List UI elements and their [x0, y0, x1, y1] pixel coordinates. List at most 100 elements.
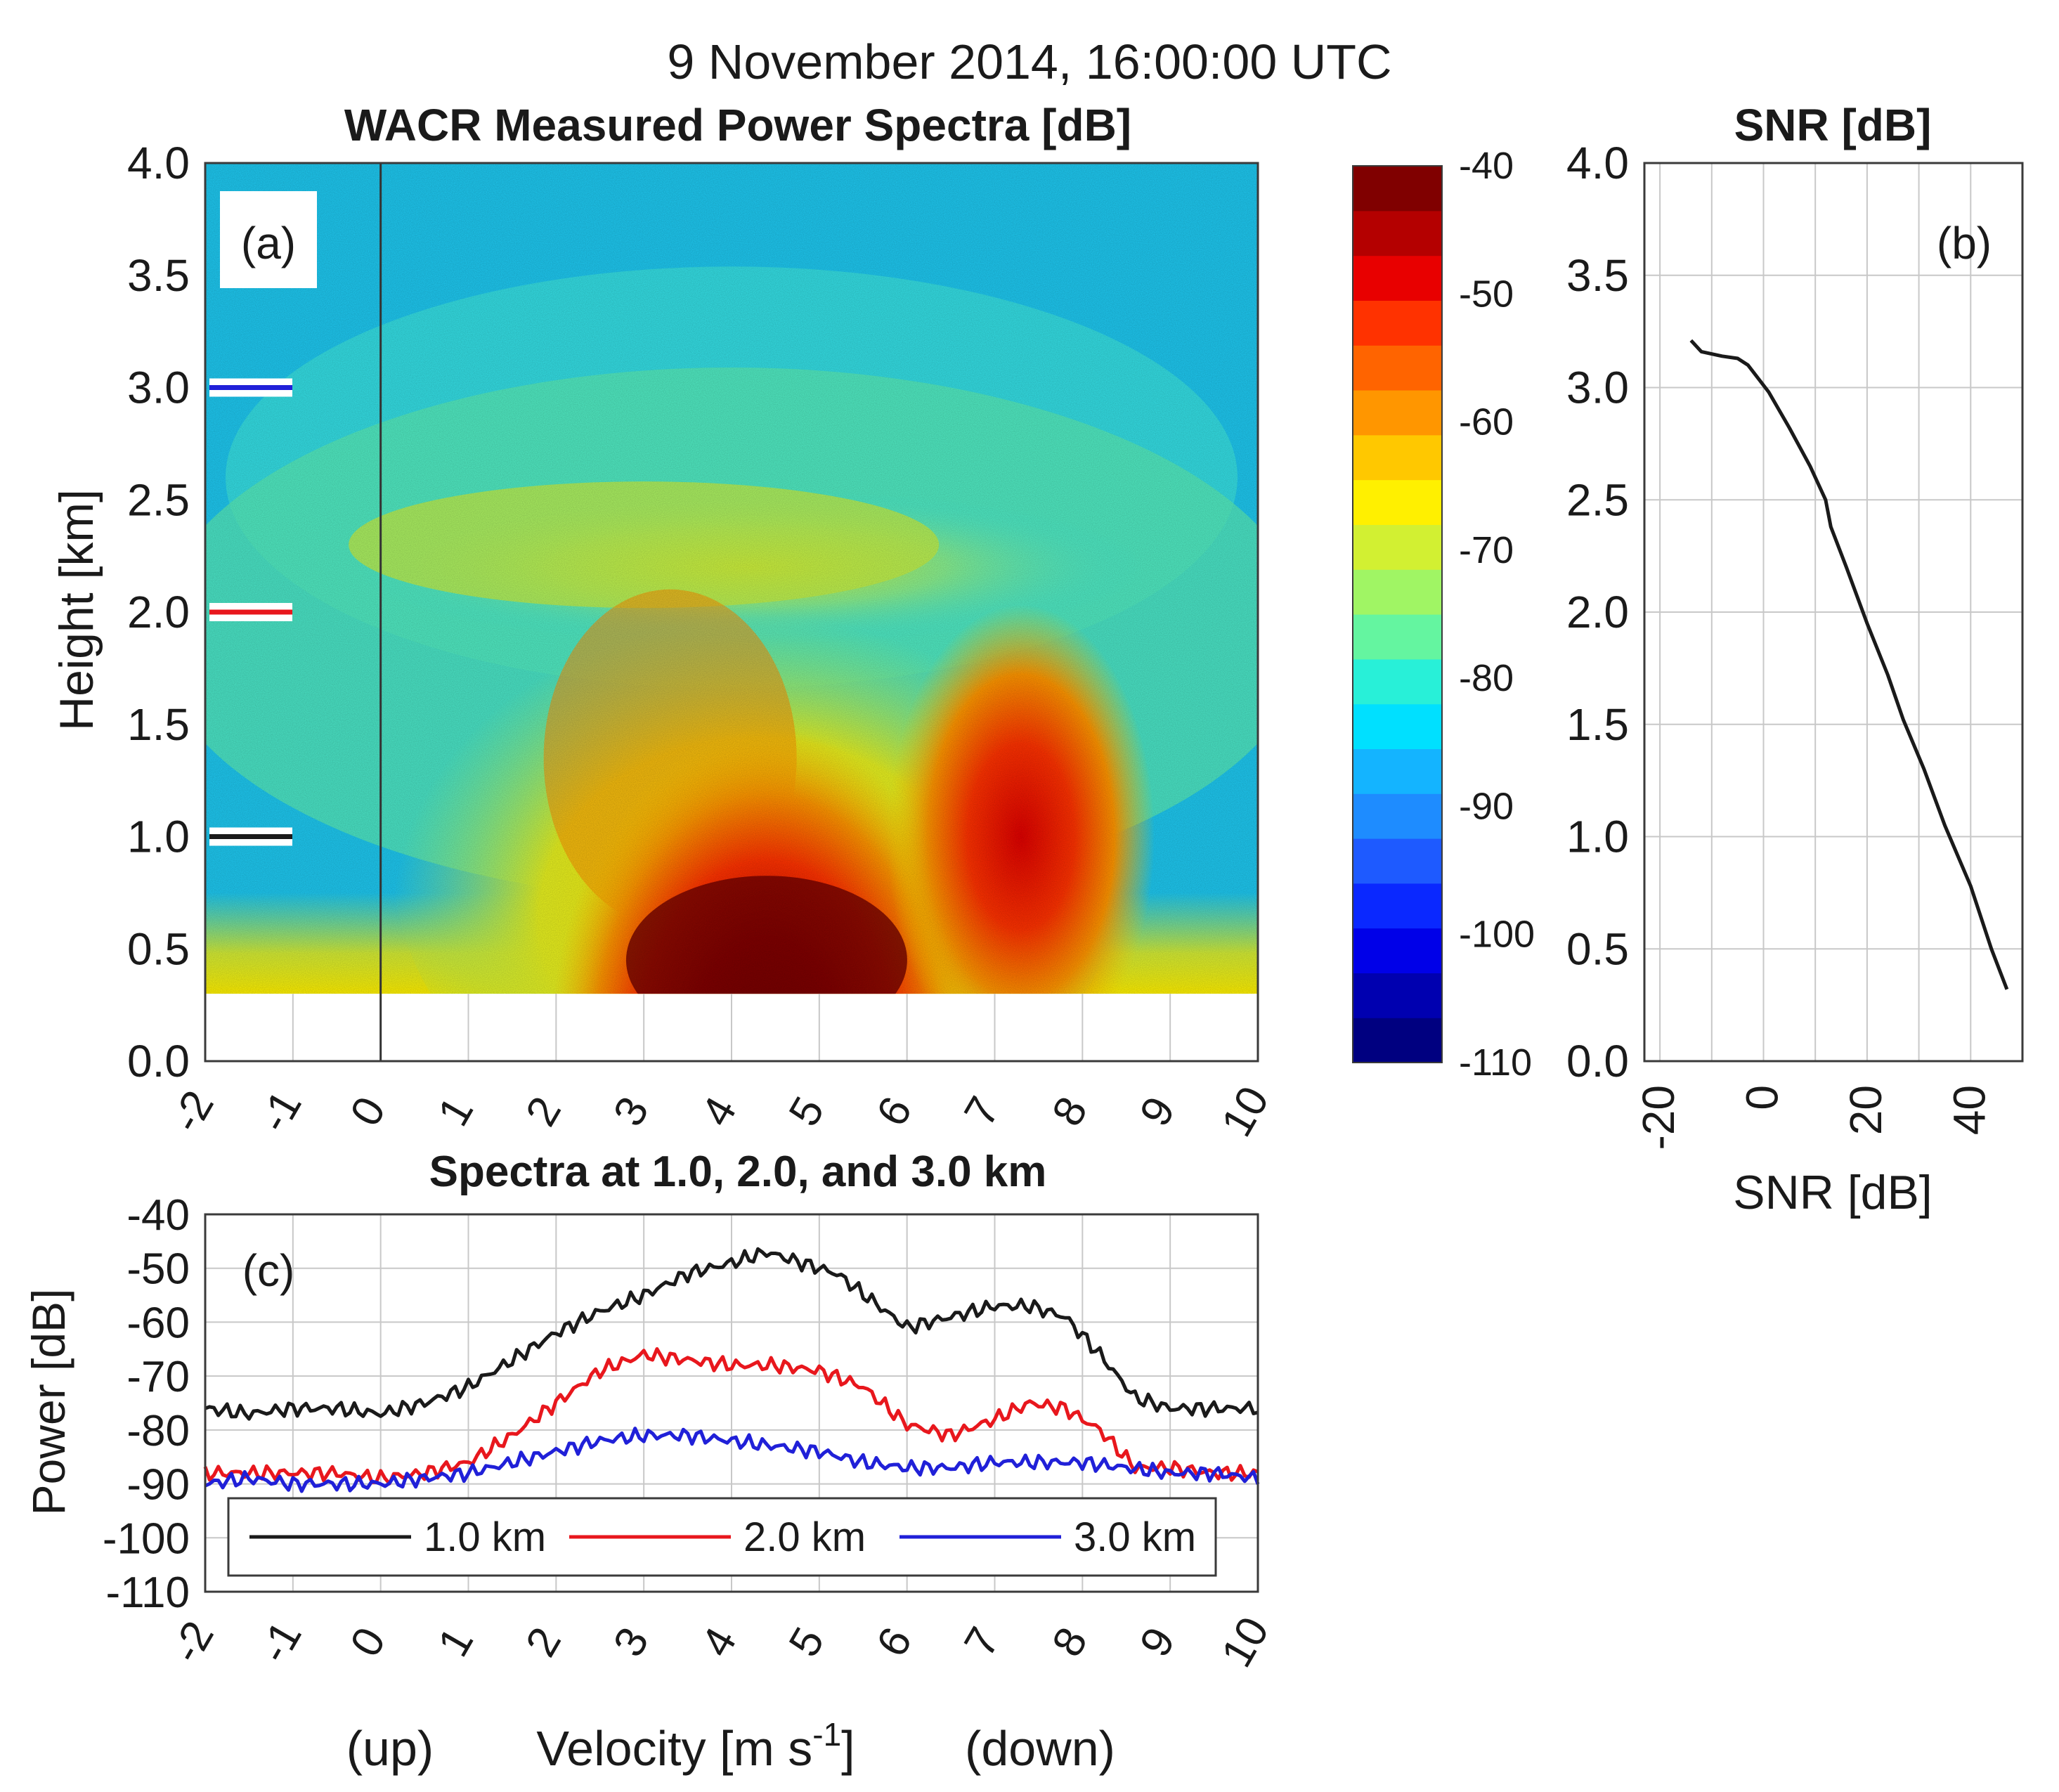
- down-label: (down): [965, 1721, 1115, 1776]
- height-markers: [209, 378, 292, 846]
- panel-a-frame: [204, 162, 1259, 1063]
- panel-c-xticks: -2 -1 0 1 2 3 4 5 6 7 8 9 10: [162, 1609, 1279, 1675]
- axes-frame: [204, 162, 1259, 1063]
- panel-a-heatmap: WACR Measured Power Spectra [dB] -2 -1 0 1 2…: [50, 100, 1279, 1145]
- panel-a-x-tick-label: -2: [162, 1083, 223, 1141]
- panel-a-x-tick-label: 2: [517, 1089, 571, 1134]
- colorbar-segment: [1353, 838, 1442, 884]
- panel-b-xticks: -20 0 20 40: [1633, 1085, 1994, 1150]
- panel-c-y-tick-label: -50: [126, 1245, 190, 1294]
- panel-b-x-tick-label: 20: [1840, 1085, 1891, 1135]
- colorbar-segment: [1353, 883, 1442, 929]
- colorbar-segment: [1353, 434, 1442, 481]
- colorbar-segment: [1353, 658, 1442, 705]
- panel-c-y-tick-label: -70: [126, 1353, 190, 1401]
- panel-c-ylabel: Power [dB]: [22, 1289, 74, 1516]
- panel-a-x-tick-label: 4: [692, 1089, 746, 1134]
- panel-a-y-tick-label: 3.0: [127, 363, 190, 413]
- colorbar-segment: [1353, 524, 1442, 570]
- panel-c-y-tick-label: -90: [126, 1461, 190, 1509]
- panel-c-x-tick-label: 10: [1212, 1609, 1278, 1675]
- panel-a-x-tick-label: -1: [249, 1083, 311, 1141]
- velocity-xlabel-main: Velocity [m s: [536, 1721, 812, 1776]
- spectrum-line-3-0-km: [204, 1427, 1260, 1493]
- panel-a-y-tick-label: 3.5: [127, 250, 190, 301]
- axes-frame: [204, 1213, 1259, 1593]
- panel-c-title: Spectra at 1.0, 2.0, and 3.0 km: [429, 1148, 1047, 1196]
- panel-c-y-tick-label: -60: [126, 1299, 190, 1347]
- panel-b-snr: SNR [dB] -20 0 20 40 0.0 0.5 1.0 1.5 2.0 2.5 3.0 3…: [1566, 100, 2024, 1219]
- colorbar-frame: [1352, 165, 1443, 1063]
- panel-b-xlabel: SNR [dB]: [1733, 1166, 1932, 1219]
- panel-a-ylabel: Height [km]: [50, 489, 103, 731]
- panel-b-y-tick-label: 2.0: [1566, 587, 1629, 637]
- panel-c-x-tick-label: 6: [867, 1620, 921, 1665]
- colorbar-segment: [1353, 300, 1442, 346]
- panel-a-x-tick-label: 8: [1043, 1089, 1097, 1134]
- colorbar-segment: [1353, 255, 1442, 301]
- colorbar-segment: [1353, 390, 1442, 436]
- colorbar-segment: [1353, 479, 1442, 525]
- panel-a-y-tick-label: 0.0: [127, 1036, 190, 1086]
- panel-c-x-tick-label: -1: [249, 1614, 311, 1671]
- colorbar-tick-label: -40: [1459, 145, 1514, 187]
- colorbar-tick-label: -70: [1459, 529, 1514, 571]
- colorbar-segment: [1353, 166, 1442, 212]
- panel-b-series: [1689, 339, 2009, 990]
- panel-a-y-tick-label: 2.0: [127, 587, 190, 637]
- panel-b-x-tick-label: 0: [1737, 1085, 1788, 1110]
- panel-b-y-tick-label: 3.0: [1566, 363, 1629, 413]
- panel-a-x-tick-label: 0: [341, 1089, 395, 1134]
- panel-a-title: WACR Measured Power Spectra [dB]: [344, 100, 1131, 150]
- panel-c-x-tick-label: 1: [429, 1620, 483, 1665]
- velocity-xlabel: Velocity [m s-1]: [536, 1716, 855, 1776]
- colorbar-segment: [1353, 210, 1442, 257]
- panel-b-y-tick-label: 2.5: [1566, 474, 1629, 525]
- panel-a-xticks: -2 -1 0 1 2 3 4 5 6 7 8 9 10: [162, 1079, 1279, 1145]
- panel-c-y-tick-label: -110: [106, 1569, 190, 1617]
- spectrum-line-1-0-km: [204, 1247, 1259, 1421]
- panel-c-label: (c): [242, 1245, 295, 1296]
- panel-b-y-tick-label: 4.0: [1566, 138, 1629, 188]
- panel-b-title: SNR [dB]: [1734, 100, 1932, 150]
- panel-b-x-tick-label: -20: [1633, 1085, 1684, 1150]
- panel-c-y-tick-label: -40: [126, 1191, 190, 1240]
- panel-c-x-tick-label: -2: [162, 1614, 223, 1671]
- panel-c-x-tick-label: 8: [1043, 1620, 1097, 1665]
- colorbar-segment: [1353, 569, 1442, 615]
- panel-b-x-tick-label: 40: [1944, 1085, 1994, 1135]
- colorbar-tick-label: -80: [1459, 657, 1514, 699]
- panel-c-x-tick-label: 7: [955, 1620, 1009, 1665]
- panel-c-x-tick-label: 4: [692, 1620, 746, 1665]
- figure-suptitle: 9 November 2014, 16:00:00 UTC: [667, 34, 1391, 89]
- panel-a-y-tick-label: 2.5: [127, 474, 190, 525]
- panel-a-label-box: [220, 191, 317, 288]
- panel-a-x-tick-label: 6: [867, 1089, 921, 1134]
- colorbar-tick-label: -60: [1459, 401, 1514, 443]
- velocity-xlabel-end: ]: [841, 1721, 855, 1776]
- panel-a-label: (a): [241, 218, 296, 268]
- panel-c-y-tick-label: -100: [103, 1514, 190, 1563]
- axes-frame: [1643, 162, 2024, 1063]
- panel-a-y-tick-label: 0.5: [127, 923, 190, 974]
- panel-b-frame: [1643, 162, 2024, 1063]
- colorbar-segment: [1353, 973, 1442, 1018]
- panel-a-x-tick-label: 3: [604, 1089, 658, 1134]
- panel-b-y-tick-label: 0.5: [1566, 923, 1629, 974]
- colorbar-tick-label: -100: [1459, 914, 1535, 956]
- velocity-xlabel-sup: -1: [812, 1716, 841, 1753]
- colorbar-segment: [1353, 748, 1442, 794]
- panel-a-y-tick-label: 1.0: [127, 812, 190, 862]
- colorbar-segment: [1353, 345, 1442, 391]
- panel-c-x-tick-label: 3: [604, 1620, 658, 1665]
- spectrum-line-2-0-km: [203, 1347, 1259, 1486]
- panel-a-y-tick-label: 4.0: [127, 138, 190, 188]
- panel-c-y-tick-label: -80: [126, 1407, 190, 1455]
- panel-a-x-tick-label: 9: [1131, 1089, 1185, 1134]
- panel-c-spectra: Spectra at 1.0, 2.0, and 3.0 km -2 -1 0 1 2 3…: [22, 1148, 1278, 1675]
- panel-b-grid: [1644, 162, 2023, 1062]
- panel-c-yticks: -40 -50 -60 -70 -80 -90 -100 -110: [103, 1191, 190, 1617]
- colorbar-tick-label: -90: [1459, 785, 1514, 827]
- panel-b-y-tick-label: 0.0: [1566, 1036, 1629, 1086]
